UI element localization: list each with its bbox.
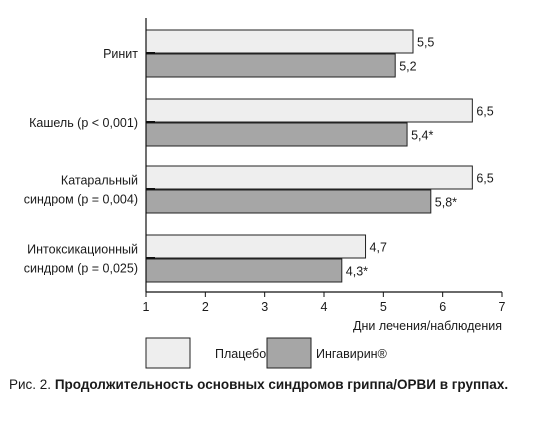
bar-chart: 5,55,2 6,5 5,4* 6,5 5,8* 4,74,3* Ринит Кашель …: [24, 18, 506, 369]
x-tick-label-6: 6: [439, 300, 446, 314]
bar-ingavirin-1: [145, 122, 408, 147]
x-tick-label-1: 1: [143, 300, 150, 314]
legend-label-ingavirin: Ингавирин®: [316, 347, 388, 361]
value-label-ingavirin-3: 4,3*: [346, 265, 368, 279]
value-label-ingavirin-0: 5,2: [399, 60, 416, 74]
category-label-3-line-0: Интоксикационный: [27, 243, 138, 257]
value-label-placebo-2: 6,5: [476, 172, 493, 186]
bar-placebo-0: [145, 29, 414, 54]
x-tick-label-4: 4: [321, 300, 328, 314]
caption-prefix: Рис. 2.: [9, 377, 55, 392]
bar-ingavirin-2: [145, 189, 432, 214]
bar-ingavirin-3: [145, 258, 343, 283]
x-tick-label-3: 3: [261, 300, 268, 314]
category-label-1: Кашель (p < 0,001): [29, 116, 138, 130]
x-tick-label-5: 5: [380, 300, 387, 314]
figure-caption: Рис. 2. Продолжительность основных синдр…: [9, 376, 539, 394]
category-labels: Ринит Кашель (p < 0,001) Катаральный синдро…: [24, 47, 138, 276]
bars-group: 5,55,2 6,5 5,4* 6,5 5,8* 4,74,3*: [145, 29, 494, 283]
bar-placebo-1: [145, 98, 473, 123]
caption-title: Продолжительность основных синдромов гри…: [54, 377, 509, 392]
x-tick-label-7: 7: [499, 300, 506, 314]
legend-swatch-placebo: [145, 337, 191, 369]
x-axis-title: Дни лечения/наблюдения: [353, 319, 502, 333]
value-label-ingavirin-2: 5,8*: [435, 196, 457, 210]
bar-placebo-2: [145, 165, 473, 190]
axes: 1 2 3 4 5 6 7 Дни лечения/наблюдения: [143, 18, 506, 333]
legend-swatch-ingavirin: [266, 337, 312, 369]
category-label-2-line-1: синдром (p = 0,004): [24, 193, 138, 207]
category-label-2-line-0: Катаральный: [61, 174, 138, 188]
legend: Плацебо Ингавирин®: [145, 337, 388, 369]
category-label-0: Ринит: [103, 47, 138, 61]
bar-placebo-3: [145, 234, 367, 259]
value-label-placebo-1: 6,5: [476, 105, 493, 119]
value-label-ingavirin-1: 5,4*: [411, 129, 433, 143]
bar-ingavirin-0: [145, 53, 396, 78]
value-label-placebo-3: 4,7: [370, 241, 387, 255]
legend-label-placebo: Плацебо: [215, 347, 266, 361]
category-label-3-line-1: синдром (p = 0,025): [24, 262, 138, 276]
value-label-placebo-0: 5,5: [417, 36, 434, 50]
x-tick-label-2: 2: [202, 300, 209, 314]
